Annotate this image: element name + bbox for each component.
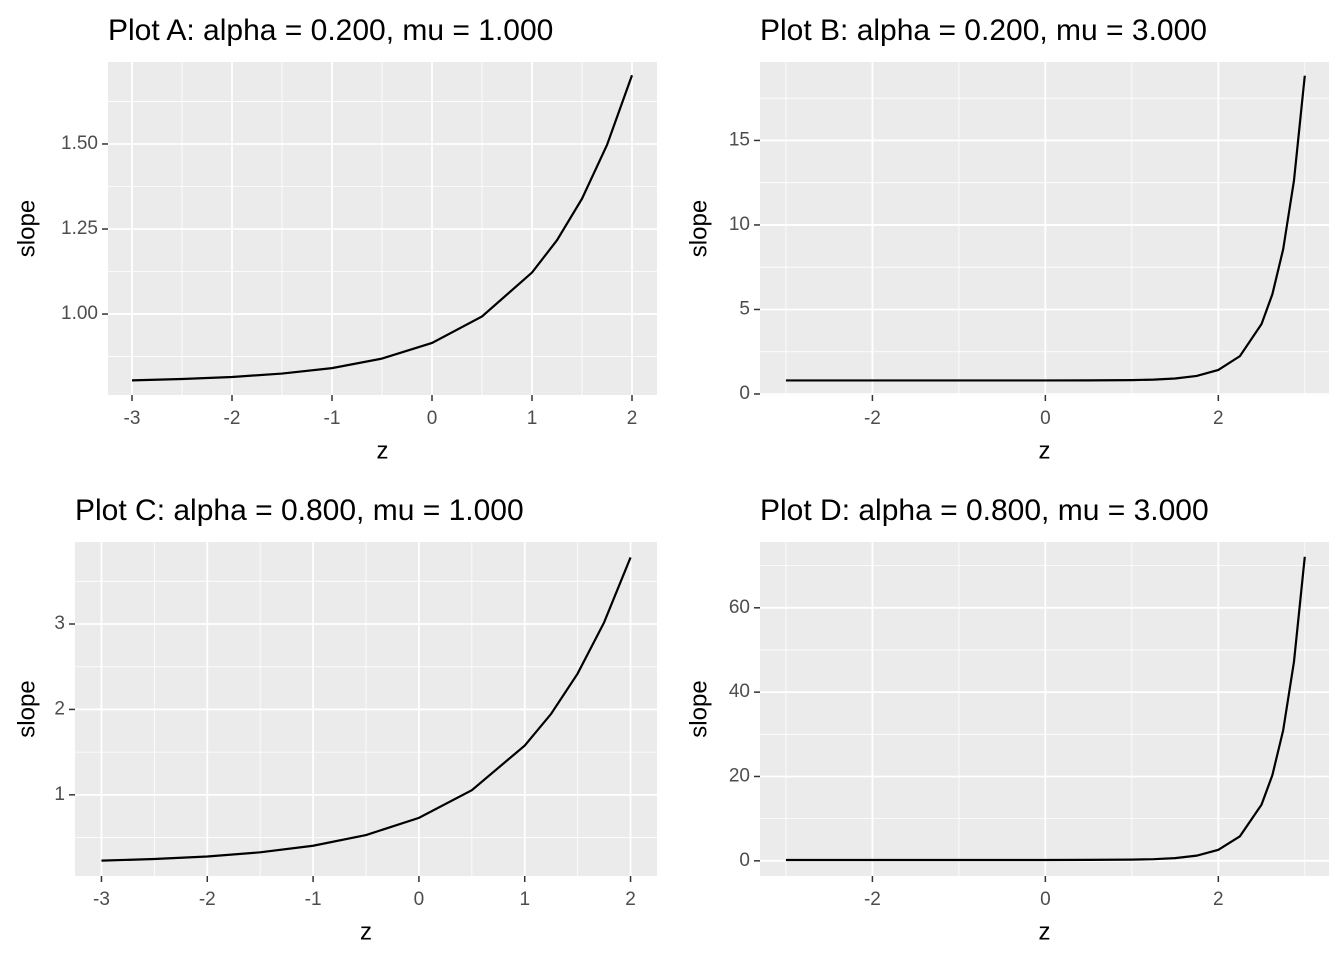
y-tick-label: 20 — [729, 765, 750, 786]
y-tick-label: 1.00 — [61, 303, 98, 324]
y-tick-label: 2 — [54, 698, 65, 719]
y-tick-label: 15 — [729, 129, 750, 150]
y-tick-label: 1.50 — [61, 133, 98, 154]
x-tick-label: 0 — [427, 408, 438, 429]
panel-title: Plot A: alpha = 0.200, mu = 1.000 — [108, 14, 553, 47]
y-tick-label: 10 — [729, 214, 750, 235]
y-tick-label: 3 — [54, 613, 65, 634]
x-axis-label: z — [377, 437, 389, 464]
y-tick-label: 0 — [739, 850, 750, 871]
x-tick-label: 1 — [519, 889, 530, 910]
x-axis-label: z — [360, 918, 372, 945]
x-tick-label: -3 — [124, 408, 141, 429]
panel-title: Plot C: alpha = 0.800, mu = 1.000 — [75, 494, 524, 527]
x-tick-label: -2 — [864, 408, 881, 429]
y-tick-label: 1.25 — [61, 218, 98, 239]
y-tick-label: 1 — [54, 784, 65, 805]
curve — [785, 556, 1306, 862]
x-tick-label: -3 — [93, 889, 110, 910]
x-tick-label: 0 — [414, 889, 425, 910]
x-tick-label: 1 — [527, 408, 538, 429]
x-tick-label: 2 — [627, 408, 638, 429]
x-tick-label: -2 — [224, 408, 241, 429]
curve — [785, 75, 1306, 382]
y-tick-label: 60 — [729, 597, 750, 618]
panel-title: Plot B: alpha = 0.200, mu = 3.000 — [760, 14, 1207, 47]
curve — [131, 74, 634, 382]
x-tick-label: -1 — [305, 889, 322, 910]
x-tick-label: 2 — [1213, 889, 1224, 910]
x-tick-label: 2 — [625, 889, 636, 910]
x-axis-label: z — [1039, 437, 1051, 464]
x-tick-label: -2 — [864, 889, 881, 910]
y-tick-label: 40 — [729, 681, 750, 702]
y-tick-label: 5 — [739, 298, 750, 319]
y-axis-label: slope — [13, 200, 40, 257]
x-axis-label: z — [1039, 918, 1051, 945]
x-tick-label: -2 — [199, 889, 216, 910]
x-tick-label: -1 — [324, 408, 341, 429]
x-tick-label: 0 — [1040, 889, 1051, 910]
y-axis-label: slope — [13, 680, 40, 737]
y-axis-label: slope — [685, 680, 712, 737]
x-tick-label: 2 — [1213, 408, 1224, 429]
x-tick-label: 0 — [1040, 408, 1051, 429]
panel-title: Plot D: alpha = 0.800, mu = 3.000 — [760, 494, 1209, 527]
curve — [101, 557, 632, 862]
y-axis-label: slope — [685, 200, 712, 257]
y-tick-label: 0 — [739, 383, 750, 404]
